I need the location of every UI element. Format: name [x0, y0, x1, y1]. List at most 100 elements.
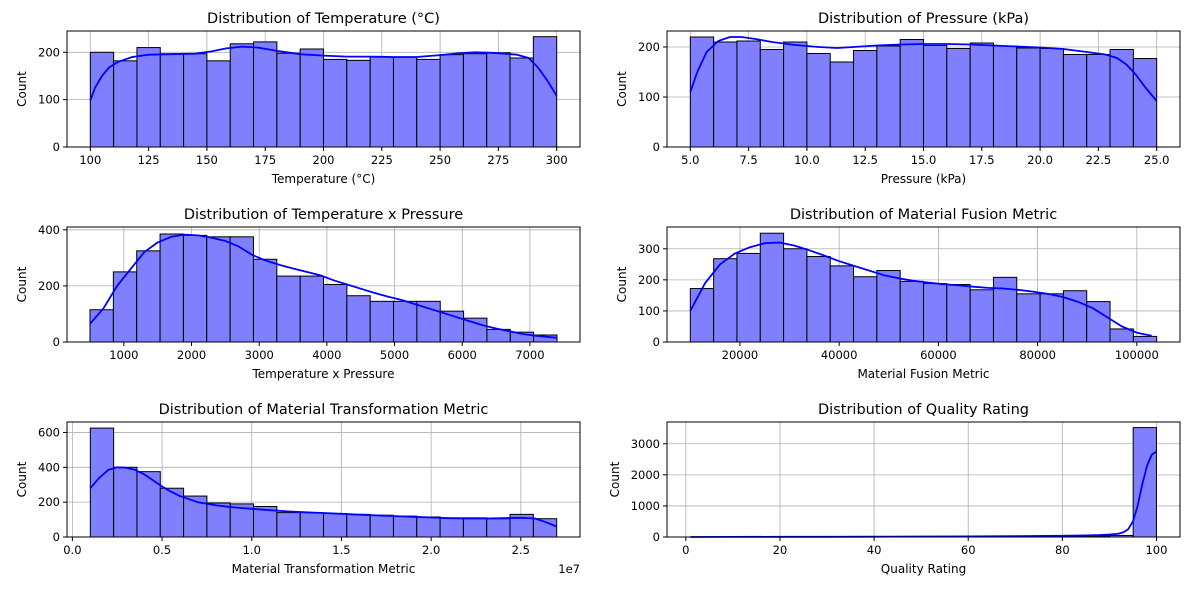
x-tick-label: 40: [867, 543, 882, 557]
x-tick-label: 0.0: [63, 543, 81, 557]
histogram-bar: [899, 39, 925, 148]
x-tick-label: 20000: [722, 348, 759, 362]
histogram-bar: [182, 234, 208, 343]
y-tick-label: 200: [38, 279, 60, 293]
histogram-bar: [136, 47, 161, 148]
x-tick-label: 6000: [448, 348, 477, 362]
histogram-bar: [136, 250, 161, 343]
x-tick-label: 12.5: [852, 153, 878, 167]
histogram-bar: [253, 41, 278, 148]
x-tick-label: 300: [546, 153, 568, 167]
x-tick-label: 80: [1055, 543, 1070, 557]
x-tick-label: 100: [79, 153, 101, 167]
y-tick-label: 100: [638, 304, 660, 318]
x-axis-label: Pressure (kPa): [881, 172, 966, 186]
x-tick-label: 1000: [109, 348, 138, 362]
histogram-bar: [323, 284, 348, 343]
y-tick-label: 0: [653, 140, 660, 154]
kde-line: [89, 233, 558, 339]
y-axis-label: Count: [15, 266, 29, 302]
x-tick-label: 150: [196, 153, 218, 167]
histogram-bar: [1132, 427, 1157, 538]
histogram-bar: [759, 232, 785, 343]
histogram-bar: [136, 471, 161, 538]
y-tick-label: 200: [638, 273, 660, 287]
kde-line: [690, 450, 1157, 538]
histogram-bar: [806, 53, 831, 148]
histogram-bar: [1086, 54, 1111, 148]
y-tick-label: 200: [38, 45, 60, 59]
histogram-bar: [876, 270, 901, 343]
histogram-bar: [89, 309, 114, 343]
chart-title: Distribution of Pressure (kPa): [818, 11, 1029, 27]
histogram-bar: [509, 57, 534, 148]
y-tick-label: 0: [53, 335, 60, 349]
histogram-bar: [899, 280, 925, 343]
y-tick-label: 0: [53, 140, 60, 154]
chart-panel: 20000 40000 60000 80000 100000 0 100 200 300 Dist…: [615, 207, 1181, 381]
histogram-bar: [853, 50, 878, 148]
histogram-bar: [689, 36, 715, 148]
y-axis-label: Count: [608, 461, 622, 497]
histogram-bar: [1016, 293, 1041, 343]
histogram-bar: [1062, 54, 1088, 148]
histogram-bar: [1109, 49, 1134, 148]
y-tick-label: 0: [653, 335, 660, 349]
histogram-bar: [276, 52, 301, 148]
chart-panel: 100 125 150 175 200 225 250 275 300 0 100 200 Distri…: [15, 11, 581, 186]
histogram-bar: [689, 288, 715, 343]
histogram-bar: [113, 466, 138, 538]
histogram-bar: [1132, 58, 1158, 148]
histogram-bar: [713, 41, 738, 148]
y-tick-label: 600: [38, 425, 60, 439]
kde-line: [689, 36, 1158, 102]
histogram-bar: [992, 45, 1018, 148]
histogram-bar: [923, 283, 948, 343]
x-tick-label: 200: [313, 153, 335, 167]
axes-frame: [66, 421, 581, 538]
x-tick-label: 2000: [177, 348, 206, 362]
histogram-bar: [992, 276, 1018, 343]
y-tick-label: 100: [638, 90, 660, 104]
kde-line: [689, 241, 1152, 337]
histogram-bar: [299, 512, 325, 538]
histogram-bar: [346, 295, 371, 343]
x-axis-label: Material Fusion Metric: [857, 367, 989, 381]
x-tick-label: 250: [429, 153, 451, 167]
histogram-bar: [923, 45, 948, 148]
histogram-bar: [229, 43, 255, 148]
x-tick-label: 125: [138, 153, 160, 167]
histogram-bar: [713, 258, 738, 343]
x-tick-label: 22.5: [1086, 153, 1112, 167]
histogram-bar: [159, 233, 184, 343]
y-tick-label: 200: [638, 40, 660, 54]
histogram-bar: [392, 515, 418, 538]
x-tick-label: 10.0: [794, 153, 820, 167]
histogram-bar: [969, 289, 994, 343]
axes-frame: [666, 226, 1181, 343]
x-tick-label: 40000: [821, 348, 858, 362]
y-tick-label: 1000: [631, 499, 660, 513]
histogram-bar: [439, 517, 464, 538]
histogram-bar: [946, 48, 971, 148]
histogram-bar: [392, 56, 418, 148]
y-tick-label: 0: [53, 530, 60, 544]
histogram-bar: [369, 56, 394, 148]
chart-title: Distribution of Temperature x Pressure: [184, 207, 463, 223]
histogram-bar: [206, 236, 231, 343]
y-tick-label: 400: [38, 223, 60, 237]
axes-frame: [666, 421, 1181, 538]
histogram-bar: [369, 514, 394, 538]
histogram-bar: [252, 258, 278, 343]
y-axis-label: Count: [15, 461, 29, 497]
y-axis-label: Count: [615, 71, 629, 107]
x-tick-label: 0: [682, 543, 689, 557]
axes-frame: [66, 226, 581, 343]
y-tick-label: 3000: [631, 437, 660, 451]
histogram-bar: [853, 276, 878, 343]
histogram-bar: [416, 516, 441, 538]
histogram-bar: [323, 58, 348, 148]
x-tick-label: 175: [254, 153, 276, 167]
y-axis-label: Count: [15, 71, 29, 107]
histogram-bar: [393, 300, 418, 343]
